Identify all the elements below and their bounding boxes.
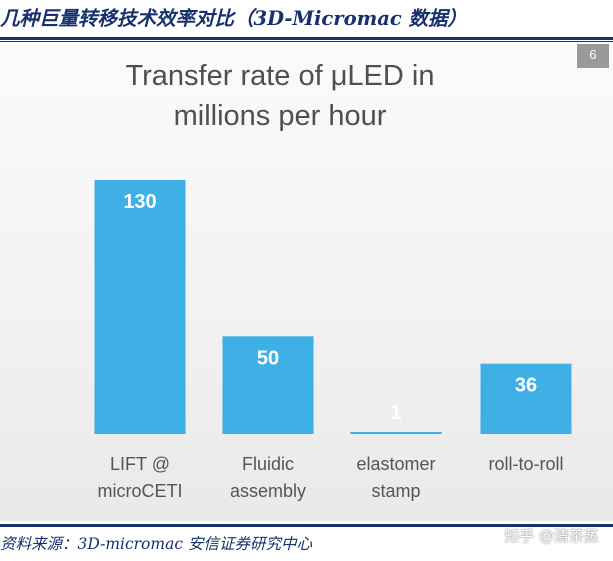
page-title: 几种巨量转移技术效率对比（3D-Micromac 数据） — [0, 7, 468, 30]
header-divider-thin — [0, 41, 613, 42]
chart-slide: 6 Transfer rate of μLED in millions per … — [0, 44, 613, 521]
category-label-2: elastomer stamp — [356, 454, 435, 501]
bar-3 — [480, 363, 572, 434]
bar-2 — [350, 432, 442, 434]
chart-title: Transfer rate of μLED in millions per ho… — [125, 60, 435, 132]
slide-number: 6 — [577, 44, 609, 68]
data-label-0: 130 — [123, 191, 156, 213]
header-divider — [0, 37, 613, 40]
bar-chart: 130 LIFT @ microCETI 50 Fluidic assembly 1 elas… — [94, 180, 572, 501]
footer-divider — [0, 524, 613, 527]
bar-1 — [222, 336, 314, 434]
bar-0 — [94, 180, 186, 434]
watermark: 知乎 @清茶蒸 — [504, 527, 599, 545]
category-label-3: roll-to-roll — [488, 454, 563, 474]
category-label-0: LIFT @ microCETI — [98, 454, 183, 501]
data-label-2: 1 — [390, 402, 401, 424]
data-label-3: 36 — [515, 375, 537, 397]
category-label-1: Fluidic assembly — [230, 454, 306, 501]
data-label-1: 50 — [257, 347, 279, 369]
source-note: 资料来源：3D-micromac 安信证券研究中心 — [0, 535, 312, 553]
